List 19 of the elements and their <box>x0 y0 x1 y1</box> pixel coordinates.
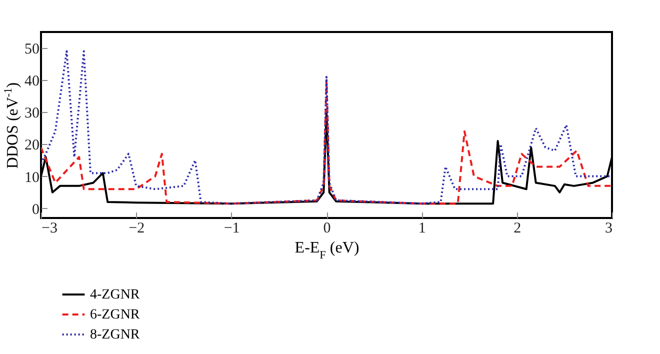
x-tick-label: −1 <box>224 220 240 236</box>
y-tick-label: 20 <box>24 138 40 154</box>
x-tick-label: 2 <box>514 220 522 236</box>
x-tick-label: −2 <box>128 220 145 236</box>
x-tick-label: −3 <box>42 220 58 236</box>
y-tick-label: 40 <box>24 74 40 90</box>
x-tick-label: 1 <box>418 220 426 236</box>
x-axis-title: E-E$_{F}$ (eV) <box>294 240 360 262</box>
x-tick-label: 0 <box>323 220 331 236</box>
legend-label: 4-ZGNR <box>90 288 140 302</box>
legend-label: 6-ZGNR <box>90 308 140 322</box>
line-series <box>41 79 612 205</box>
y-tick-label: 50 <box>24 42 40 58</box>
line-series <box>41 50 612 205</box>
x-tick-label: 3 <box>605 220 612 236</box>
y-tick-label: 10 <box>24 170 40 186</box>
y-tick-label: 30 <box>24 106 40 122</box>
y-tick-label: 0 <box>32 202 40 218</box>
legend-label: 8-ZGNR <box>90 328 140 342</box>
